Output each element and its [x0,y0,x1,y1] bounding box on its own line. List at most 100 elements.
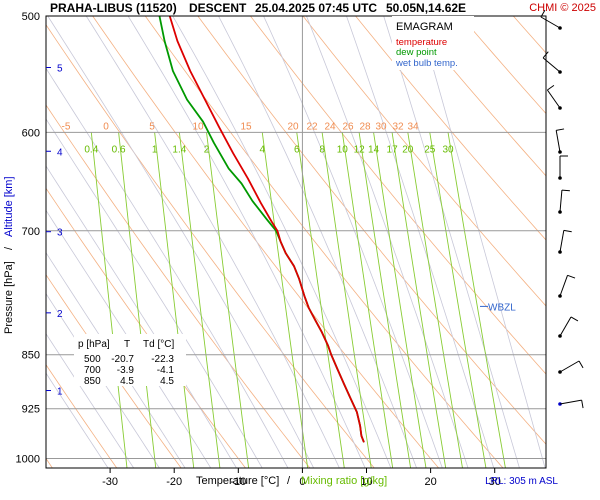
plot-border [45,15,547,469]
mixing-ratio-label: 8 [319,144,325,155]
legend: EMAGRAM temperature dew point wet bulb t… [392,16,474,70]
theta-label: 20 [287,121,299,132]
wbzl-label: WBZL [488,302,516,313]
y-tick-label: 500 [22,11,40,23]
dew-point-curve [158,16,365,443]
dry-adiabat [355,16,546,241]
dry-adiabat [302,16,546,307]
table-cell: 500 [84,354,101,365]
mixing-ratio-line [206,132,250,468]
table-cell: -3.9 [117,365,135,376]
x-tick-label: -10 [230,476,246,488]
dry-adiabat [46,104,311,468]
altitude-tick-label: 2 [57,309,63,320]
x-axis-label-mixing-ratio: Mixing ratio [g/kg] [301,475,387,487]
dry-adiabat [92,16,440,468]
mixing-ratio-label: 17 [387,144,399,155]
mixing-ratio-line [447,132,506,468]
theta-label: -5 [62,121,71,132]
y-tick-label: 700 [22,226,40,238]
theta-label: 28 [359,121,371,132]
dry-adiabat [46,364,118,468]
mixing-ratio-label: 14 [368,144,380,155]
theta-label: 22 [306,121,318,132]
mixing-ratio-label: 1 [152,144,158,155]
mixing-ratio-label: 30 [442,144,454,155]
mixing-ratio-label: 6 [294,144,300,155]
legend-title: EMAGRAM [396,21,453,33]
x-axis-label-temperature: Temperature [°C] [196,475,279,487]
table-cell: 850 [84,376,101,387]
mixing-ratio-label: 20 [402,144,414,155]
moist-adiabat [46,332,135,468]
y-axis-label-separator: / [3,246,15,250]
moist-adiabat [46,292,160,468]
moist-adiabat [46,118,263,468]
mixing-ratio-label: 0.6 [112,144,126,155]
dry-adiabat [197,16,546,445]
moist-adiabat [85,16,340,468]
theta-label: 34 [407,121,419,132]
mixing-ratio-line [429,132,487,468]
wind-barb-feather [542,51,549,59]
wind-barb-feather [578,360,584,369]
legend-temperature: temperature [396,37,447,48]
x-tick-label: -20 [166,476,182,488]
moist-adiabat [172,16,392,468]
moist-adiabat [47,16,315,468]
moist-adiabat [218,16,418,468]
wind-barb-shaft [559,360,580,373]
wind-barb-feather [570,316,579,322]
dry-adiabat [460,16,546,115]
moist-adiabat [383,16,520,468]
altitude-tick-label: 5 [57,63,63,74]
wind-barb-feather [540,9,546,18]
table-cell: 4.5 [160,376,174,387]
chart-title-datetime: 25.04.2025 07:45 UTC [255,1,377,15]
table-header-td: Td [°C] [143,339,174,350]
wind-barb-shaft [540,16,561,29]
copyright-text: CHMI © 2025 [529,2,596,14]
wind-barb-feather [556,128,565,131]
x-axis-label-separator: / [287,475,291,487]
wind-barb-shaft [559,316,572,337]
mixing-ratio-line [373,132,427,468]
legend-wet-bulb: wet bulb temp. [395,58,458,69]
mixing-ratio-label: 10 [337,144,349,155]
altitude-tick-label: 1 [57,387,63,398]
dry-adiabat [46,274,182,468]
mixing-ratio-line [341,132,394,468]
grid [46,15,546,468]
y-axis-label-altitude: Altitude [km] [3,176,15,237]
wind-barb-feather [547,84,555,91]
theta-label: 5 [149,121,155,132]
mixing-ratio-line [321,132,372,468]
y-tick-label: 1000 [16,453,40,465]
mixing-ratio-label: 25 [424,144,436,155]
wind-barb-shaft [559,399,582,405]
altitude-tick-label: 3 [57,228,63,239]
plot-area [45,15,547,469]
y-tick-label: 925 [22,404,40,416]
mixing-ratio-line [261,132,309,468]
wind-barb-feather [567,274,576,279]
mixing-ratio-line [296,132,345,468]
theta-label: 15 [240,121,252,132]
mixing-ratio-label: 0.4 [84,144,98,155]
table-header-t: T [124,339,130,350]
chart-title-station: PRAHA-LIBUS (11520) [50,1,177,15]
mixing-ratio-label: 4 [259,144,265,155]
mixing-ratio-line [90,132,128,468]
y-tick-label: 850 [22,350,40,362]
x-tick-label: 10 [360,476,372,488]
table-cell: 4.5 [120,376,134,387]
wind-barb-feather [561,189,570,192]
moist-adiabat [127,16,366,468]
table-cell: -22.3 [151,354,174,365]
theta-label: 30 [375,121,387,132]
moist-adiabat [263,16,443,468]
x-tick-label: 0 [299,476,305,488]
y-axis-label-pressure: Pressure [hPa] [3,261,15,334]
wind-barb-shaft [559,190,563,213]
